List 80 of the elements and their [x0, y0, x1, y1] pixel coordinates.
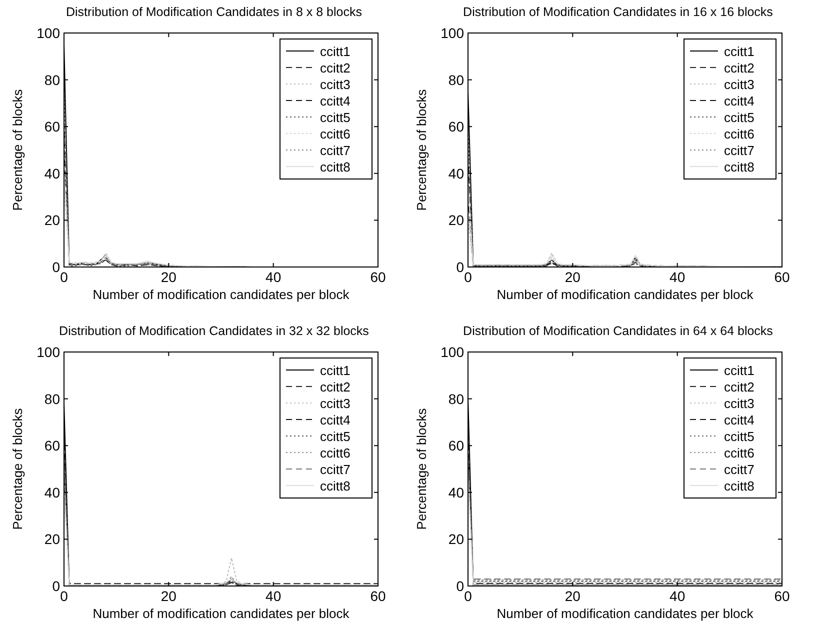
legend-label: ccitt8 [320, 160, 350, 174]
legend-label: ccitt4 [320, 412, 350, 428]
legend-label: ccitt7 [320, 462, 350, 477]
y-tick-label: 20 [448, 212, 464, 228]
x-tick-label: 60 [370, 269, 386, 285]
x-axis-title: Number of modification candidates per block [496, 606, 754, 621]
legend-label: ccitt5 [320, 429, 350, 444]
legend-label: ccitt1 [724, 44, 754, 59]
legend-label: ccitt7 [724, 143, 754, 158]
legend-label: ccitt2 [724, 60, 754, 76]
legend-label: ccitt6 [320, 126, 350, 142]
legend-label: ccitt4 [724, 94, 754, 108]
x-tick-label: 40 [266, 588, 282, 604]
y-tick-label: 100 [440, 344, 464, 360]
y-axis-title: Percentage of blocks [10, 88, 25, 211]
legend-label: ccitt7 [320, 143, 350, 158]
y-axis-title: Percentage of blocks [10, 408, 25, 530]
legend-label: ccitt6 [724, 446, 754, 460]
legend-label: ccitt3 [320, 77, 350, 92]
y-tick-label: 0 [52, 578, 60, 594]
chart-title: Distribution of Modification Candidates in 32 x 32 blocks [59, 324, 369, 338]
legend-label: ccitt2 [724, 380, 754, 394]
x-axis-title: Number of modification candidates per block [92, 606, 350, 621]
y-tick-label: 100 [36, 344, 60, 360]
legend-label: ccitt5 [320, 110, 350, 125]
legend-label: ccitt7 [724, 462, 754, 477]
x-tick-label: 20 [160, 269, 177, 285]
legend-label: ccitt1 [724, 363, 754, 378]
x-tick-label: 60 [774, 269, 790, 285]
y-tick-label: 20 [44, 531, 60, 548]
legend-label: ccitt1 [320, 363, 350, 378]
x-tick-label: 40 [266, 269, 282, 285]
legend-label: ccitt3 [724, 77, 754, 92]
y-tick-label: 60 [448, 438, 464, 454]
legend-label: ccitt8 [724, 160, 754, 174]
y-tick-label: 0 [456, 578, 464, 594]
legend-label: ccitt8 [724, 478, 754, 494]
y-tick-label: 40 [44, 484, 60, 500]
y-tick-label: 60 [44, 438, 60, 454]
x-tick-label: 40 [670, 588, 686, 604]
y-tick-label: 40 [44, 165, 60, 182]
legend-label: ccitt6 [724, 126, 754, 142]
legend-label: ccitt4 [724, 412, 754, 428]
y-tick-label: 0 [52, 259, 60, 275]
legend-label: ccitt4 [320, 94, 350, 108]
y-tick-label: 20 [448, 531, 464, 548]
y-tick-label: 40 [448, 165, 464, 182]
y-tick-label: 60 [44, 118, 60, 135]
legend-label: ccitt3 [320, 396, 350, 411]
x-tick-label: 20 [564, 269, 581, 285]
y-tick-label: 80 [44, 72, 60, 88]
y-tick-label: 60 [448, 118, 464, 135]
y-tick-label: 100 [440, 25, 464, 41]
legend-label: ccitt3 [724, 396, 754, 411]
x-axis-title: Number of modification candidates per block [496, 287, 754, 302]
legend-label: ccitt2 [320, 380, 350, 394]
x-axis-title: Number of modification candidates per block [92, 287, 350, 302]
legend-label: ccitt8 [320, 478, 350, 494]
x-tick-label: 60 [774, 588, 790, 604]
chart-title: Distribution of Modification Candidates in 8 x 8 blocks [66, 5, 362, 19]
x-tick-label: 20 [564, 588, 581, 604]
y-axis-title: Percentage of blocks [414, 408, 429, 530]
x-tick-label: 40 [670, 269, 686, 285]
chart-title: Distribution of Modification Candidates in 64 x 64 blocks [463, 324, 773, 338]
y-tick-label: 0 [456, 259, 464, 275]
x-tick-label: 60 [370, 588, 386, 604]
y-axis-title: Percentage of blocks [414, 88, 429, 211]
y-tick-label: 80 [448, 390, 464, 407]
legend-label: ccitt2 [320, 60, 350, 76]
legend-label: ccitt6 [320, 446, 350, 460]
y-tick-label: 80 [448, 72, 464, 88]
chart-title: Distribution of Modification Candidates in 16 x 16 blocks [463, 5, 773, 19]
legend-label: ccitt5 [724, 110, 754, 125]
legend-label: ccitt5 [724, 429, 754, 444]
legend-label: ccitt1 [320, 44, 350, 59]
y-tick-label: 40 [448, 484, 464, 500]
y-tick-label: 20 [44, 212, 60, 228]
y-tick-label: 80 [44, 390, 60, 407]
y-tick-label: 100 [36, 25, 60, 41]
x-tick-label: 20 [160, 588, 177, 604]
